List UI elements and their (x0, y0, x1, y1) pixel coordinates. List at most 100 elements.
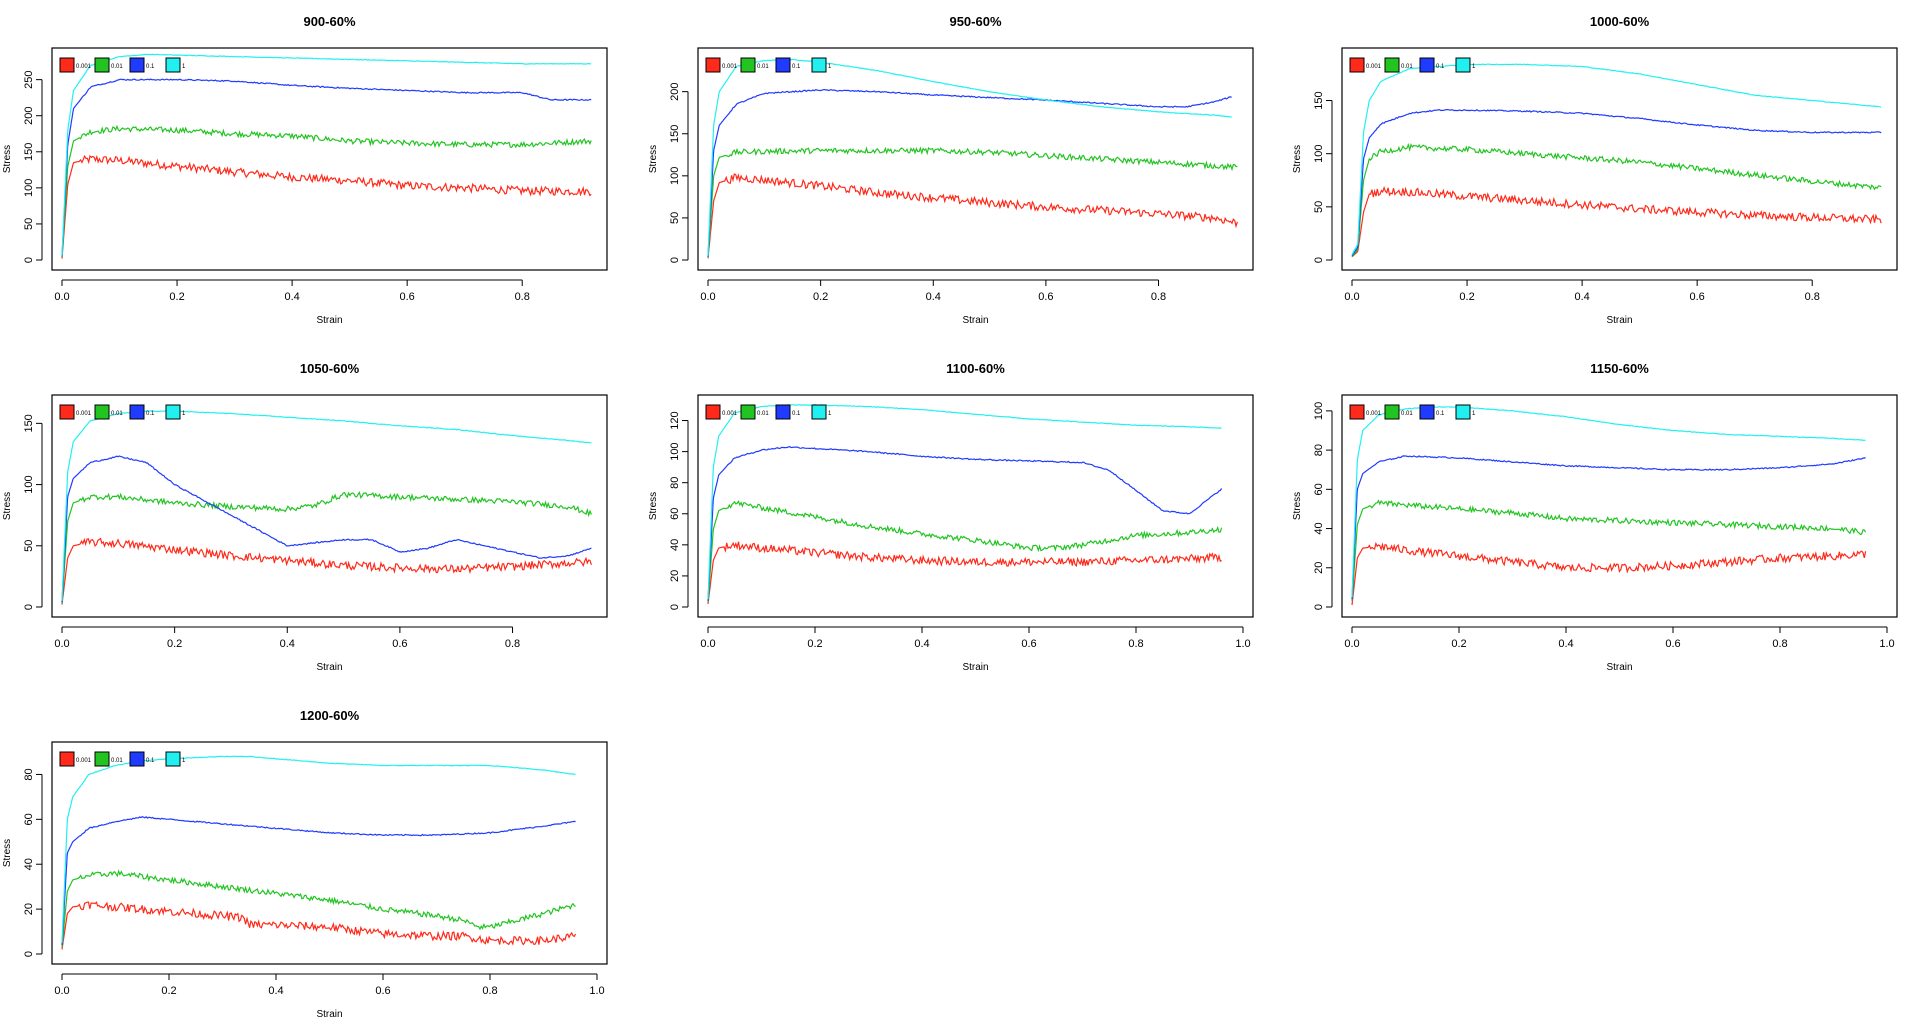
x-axis-label: Strain (316, 1009, 342, 1020)
x-tick-label: 0.0 (1344, 638, 1359, 650)
y-tick-label: 60 (1313, 483, 1325, 495)
y-tick-label: 0 (1313, 257, 1325, 263)
legend-swatch (59, 404, 75, 420)
y-tick-label: 60 (23, 813, 35, 825)
chart-title: 1000-60% (1590, 14, 1650, 29)
x-tick-label: 0.6 (375, 985, 390, 997)
legend-label: 0.001 (76, 758, 92, 764)
series-line-0.001 (707, 173, 1238, 259)
legend-swatch (165, 404, 181, 420)
legend-swatch (94, 404, 110, 420)
legend-label: 0.01 (757, 411, 769, 417)
y-axis-label: Stress (1292, 145, 1303, 173)
legend-label: 0.1 (792, 64, 801, 70)
x-tick-label: 0.2 (1459, 291, 1474, 303)
chart-panel: 1100-60% 0.0 0.2 0.4 0.6 0.8 1.0 Strain 0 20 40 60 8… (648, 361, 1254, 673)
legend-label: 1 (828, 411, 832, 417)
legend-swatch (165, 751, 181, 767)
legend-swatch (1384, 404, 1400, 420)
x-tick-label: 0.6 (1690, 291, 1705, 303)
x-tick-label: 0.6 (392, 638, 407, 650)
x-tick-label: 0.4 (268, 985, 283, 997)
series-line-0.001 (1351, 541, 1867, 606)
x-tick-label: 0.0 (54, 638, 69, 650)
y-tick-label: 0 (669, 604, 681, 610)
legend-label: 0.01 (1401, 411, 1413, 417)
x-tick-label: 1.0 (589, 985, 604, 997)
y-tick-label: 50 (23, 218, 35, 230)
x-tick-label: 0.0 (700, 291, 715, 303)
legend-swatch (129, 57, 145, 73)
series-line-0.1 (707, 89, 1232, 257)
x-tick-label: 0.4 (914, 638, 929, 650)
series-line-0.1 (61, 816, 576, 946)
legend-swatch (94, 751, 110, 767)
y-axis-label: Stress (2, 145, 13, 173)
legend-swatch (705, 57, 721, 73)
x-axis-label: Strain (316, 315, 342, 326)
x-tick-label: 0.8 (1772, 638, 1787, 650)
x-tick-label: 0.4 (284, 291, 299, 303)
x-tick-label: 0.6 (400, 291, 415, 303)
plot-frame (697, 47, 1254, 271)
series-line-1 (1351, 406, 1866, 598)
x-tick-label: 0.2 (807, 638, 822, 650)
legend-label: 0.01 (111, 411, 123, 417)
x-tick-label: 0.6 (1038, 291, 1053, 303)
y-tick-label: 20 (23, 903, 35, 915)
chart-title: 1100-60% (946, 361, 1005, 376)
y-tick-label: 40 (1313, 522, 1325, 534)
y-tick-label: 40 (23, 858, 35, 870)
x-axis-label: Strain (1606, 662, 1632, 673)
y-axis-label: Stress (2, 839, 13, 867)
y-tick-label: 150 (669, 125, 681, 143)
legend-label: 0.01 (757, 64, 769, 70)
series-line-1 (707, 404, 1222, 600)
chart-title: 950-60% (949, 14, 1001, 29)
x-tick-label: 0.0 (54, 985, 69, 997)
legend-label: 0.001 (1366, 64, 1382, 70)
legend-label: 0.001 (76, 411, 92, 417)
legend-label: 1 (182, 411, 186, 417)
plot-frame (51, 394, 608, 618)
series-line-1 (707, 58, 1232, 256)
x-tick-label: 0.8 (1128, 638, 1143, 650)
legend-label: 0.001 (722, 64, 738, 70)
legend-swatch (740, 57, 756, 73)
x-tick-label: 0.2 (1451, 638, 1466, 650)
chart-panel: 900-60% 0.0 0.2 0.4 0.6 0.8 Strain 0 50 100 150 200… (2, 14, 608, 326)
y-axis-label: Stress (2, 492, 13, 520)
legend-swatch (811, 57, 827, 73)
series-line-1 (61, 755, 576, 943)
x-tick-label: 0.8 (482, 985, 497, 997)
y-tick-label: 0 (1313, 604, 1325, 610)
series-line-0.001 (61, 154, 592, 259)
legend-swatch (1455, 57, 1471, 73)
x-axis-label: Strain (316, 662, 342, 673)
legend-label: 1 (1472, 411, 1476, 417)
legend-swatch (1384, 57, 1400, 73)
series-line-1 (1351, 63, 1882, 255)
legend-label: 0.001 (722, 411, 738, 417)
series-line-0.01 (1351, 142, 1882, 258)
series-line-0.001 (61, 901, 577, 950)
legend-swatch (94, 57, 110, 73)
legend-swatch (59, 751, 75, 767)
series-line-0.1 (61, 78, 592, 257)
y-tick-label: 20 (1313, 562, 1325, 574)
y-axis-label: Stress (648, 145, 659, 173)
y-tick-label: 250 (23, 70, 35, 88)
legend-swatch (811, 404, 827, 420)
plot-frame (1341, 394, 1898, 618)
chart-panel: 1200-60% 0.0 0.2 0.4 0.6 0.8 1.0 Strain 0 20 40 60 8… (2, 708, 608, 1020)
y-tick-label: 0 (23, 951, 35, 957)
x-axis-label: Strain (962, 662, 988, 673)
plot-frame (1341, 47, 1898, 271)
series-line-1 (61, 53, 592, 256)
y-tick-label: 100 (1313, 402, 1325, 420)
plot-frame (51, 741, 608, 965)
chart-title: 900-60% (303, 14, 355, 29)
y-tick-label: 60 (669, 508, 681, 520)
y-tick-label: 100 (669, 442, 681, 460)
chart-panel: 1000-60% 0.0 0.2 0.4 0.6 0.8 Strain 0 50 100 150 St… (1292, 14, 1898, 326)
